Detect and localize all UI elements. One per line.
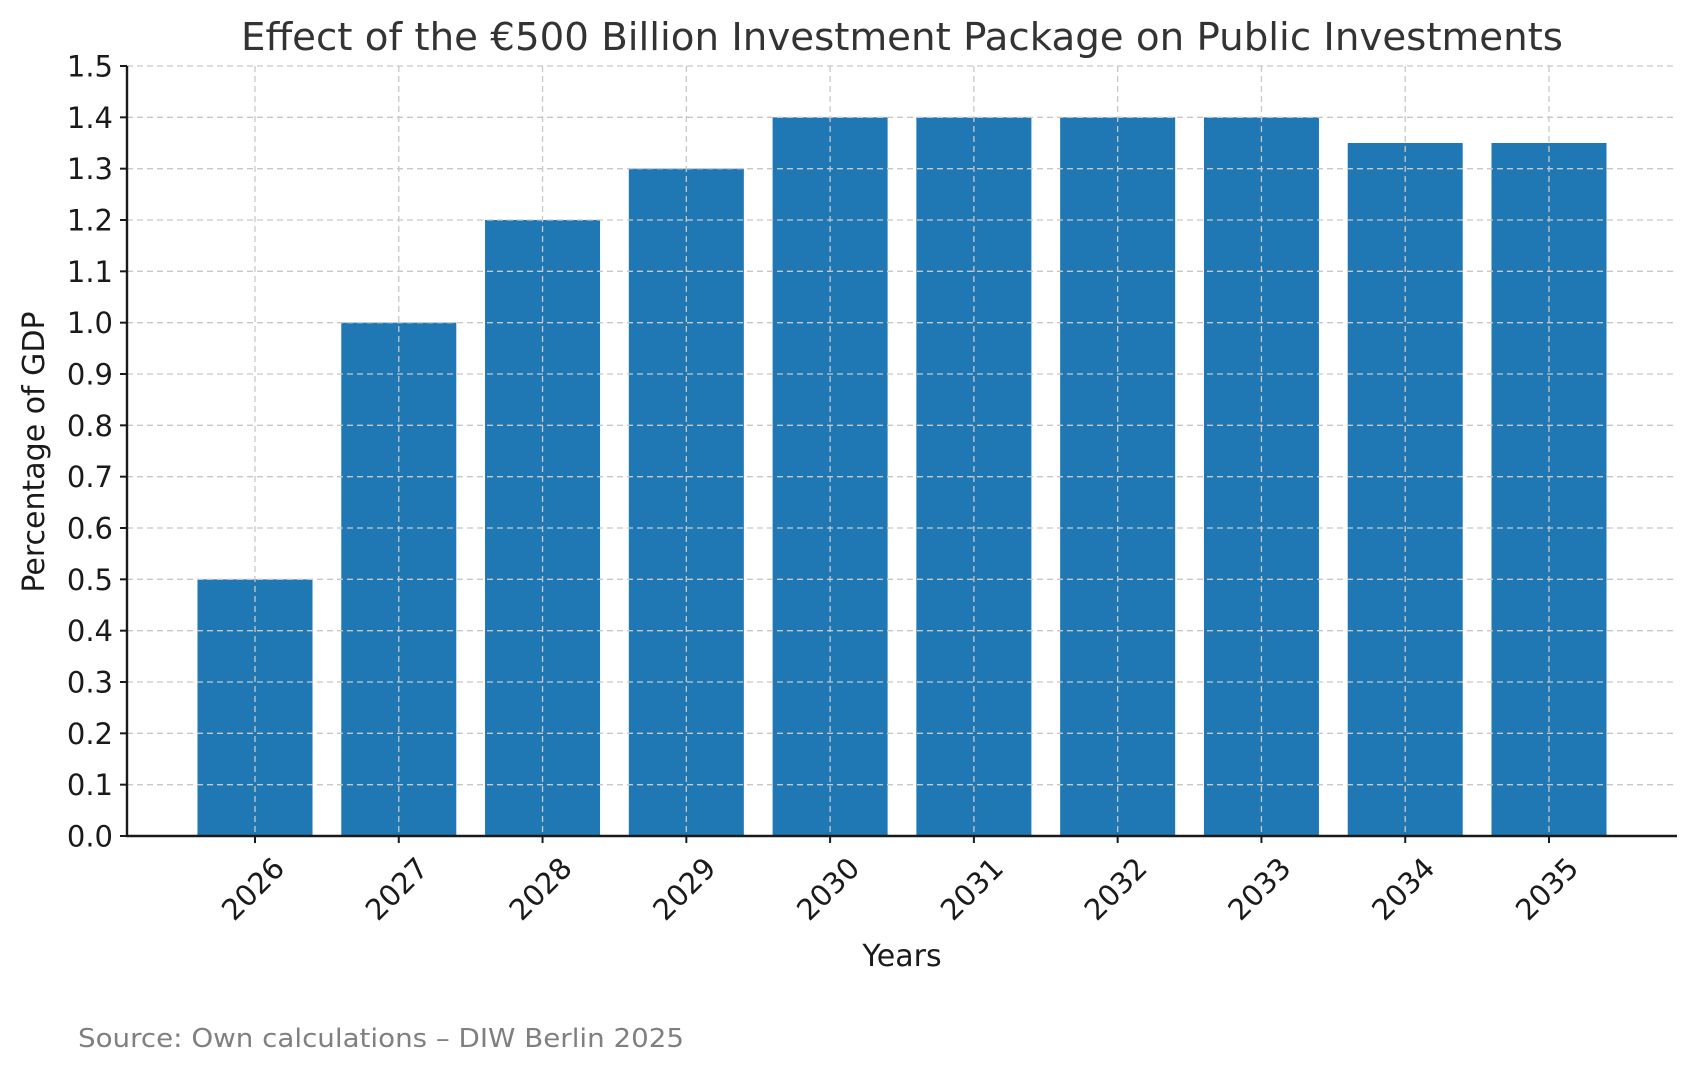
y-tick-label: 0.3 [67, 666, 113, 700]
y-tick-label: 0.7 [67, 460, 113, 494]
y-tick-label: 0.9 [67, 358, 113, 392]
y-tick-label: 1.5 [67, 50, 113, 84]
y-tick-label: 1.1 [67, 255, 113, 289]
source-note: Source: Own calculations – DIW Berlin 20… [78, 1024, 684, 1054]
y-tick-label: 0.0 [67, 820, 113, 854]
chart-title: Effect of the €500 Billion Investment Pa… [241, 15, 1563, 59]
gridlines [127, 65, 1677, 836]
y-tick-label: 1.4 [67, 101, 113, 135]
y-tick-label: 1.3 [67, 152, 113, 186]
y-tick-label: 1.2 [67, 204, 113, 238]
y-tick-label: 1.0 [67, 306, 113, 340]
y-tick-label: 0.4 [67, 614, 113, 648]
y-axis-label: Percentage of GDP [17, 311, 52, 592]
x-axis-label: Years [861, 939, 941, 974]
y-tick-label: 0.2 [67, 717, 113, 751]
y-tick-label: 0.5 [67, 563, 113, 597]
y-tick-label: 0.1 [67, 768, 113, 802]
y-tick-label: 0.8 [67, 409, 113, 443]
y-tick-label: 0.6 [67, 512, 113, 546]
y-axis-ticks: 0.0 0.1 0.2 0.3 0.4 0.5 0.6 0.7 0.8 0.9 1.0 1.1 1.2 1… [67, 50, 127, 854]
